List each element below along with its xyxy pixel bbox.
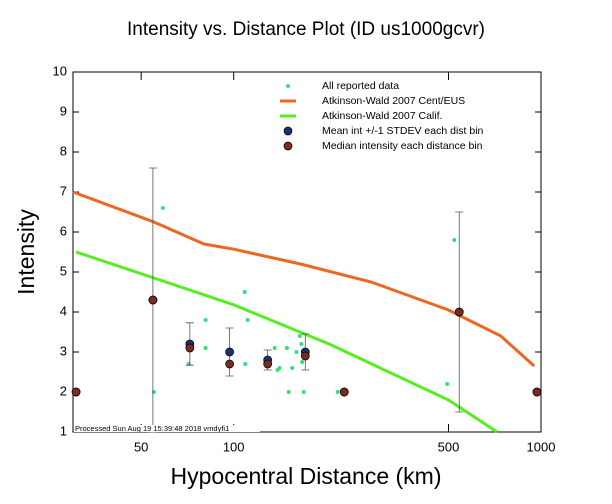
data-point: [299, 342, 304, 346]
chart-title: Intensity vs. Distance Plot (ID us1000gc…: [127, 19, 485, 40]
data-point: [335, 390, 340, 394]
x-tick-label: 100: [223, 439, 245, 454]
median-point: [263, 359, 273, 369]
legend-swatch: [283, 126, 293, 136]
x-tick-label: 50: [134, 439, 148, 454]
legend-label: Atkinson-Wald 2007 Calif.: [322, 110, 442, 122]
legend-label: Mean int +/-1 STDEV each dist bin: [322, 125, 484, 137]
y-tick-label: 2: [60, 383, 67, 398]
legend-swatch: [286, 84, 290, 88]
annotation: Processed Sun Aug 19 15:39:48 2018 vmdyf…: [75, 424, 229, 433]
y-axis-label: Intensity: [13, 209, 39, 295]
model-curve: [75, 250, 498, 434]
x-tick-label: 500: [438, 439, 460, 454]
median-point: [454, 307, 464, 317]
data-point: [301, 390, 306, 394]
data-point: [272, 346, 277, 350]
data-point: [300, 360, 305, 364]
model-curve: [72, 190, 536, 368]
median-point: [71, 387, 81, 397]
data-point: [203, 318, 208, 322]
data-point: [151, 390, 156, 394]
y-tick-label: 8: [60, 143, 67, 158]
legend-label: Atkinson-Wald 2007 Cent/EUS: [322, 95, 465, 107]
data-point: [297, 334, 302, 338]
data-point: [445, 382, 450, 386]
data-point: [294, 350, 299, 354]
legend-swatch: [283, 141, 293, 151]
y-tick-label: 7: [60, 183, 67, 198]
data-point: [245, 318, 250, 322]
data-point: [286, 390, 291, 394]
x-axis-label: Hypocentral Distance (km): [171, 463, 442, 489]
median-point: [185, 343, 195, 353]
y-tick-label: 6: [60, 223, 67, 238]
y-tick-label: 10: [53, 63, 67, 78]
x-tick-label: 1000: [527, 439, 556, 454]
data-point: [277, 366, 282, 370]
plot-frame: [72, 71, 542, 433]
median-point: [339, 387, 349, 397]
median-point: [532, 387, 542, 397]
data-point: [290, 366, 295, 370]
median-point: [225, 359, 234, 369]
y-tick-label: 5: [60, 263, 67, 278]
mean-point: [225, 347, 234, 357]
data-point: [203, 346, 208, 350]
legend-label: All reported data: [322, 80, 399, 92]
y-tick-label: 1: [60, 423, 67, 438]
data-point: [452, 238, 457, 242]
median-point: [148, 295, 158, 305]
y-tick-label: 3: [60, 343, 67, 358]
y-tick-label: 4: [60, 303, 67, 318]
data-point: [242, 290, 247, 294]
data-point: [284, 346, 289, 350]
data-point: [243, 362, 248, 366]
y-tick-label: 9: [60, 103, 67, 118]
data-point: [160, 206, 165, 210]
median-point: [300, 351, 310, 361]
annotation-bg: [74, 425, 260, 432]
legend-label: Median intensity each distance bin: [322, 140, 483, 152]
